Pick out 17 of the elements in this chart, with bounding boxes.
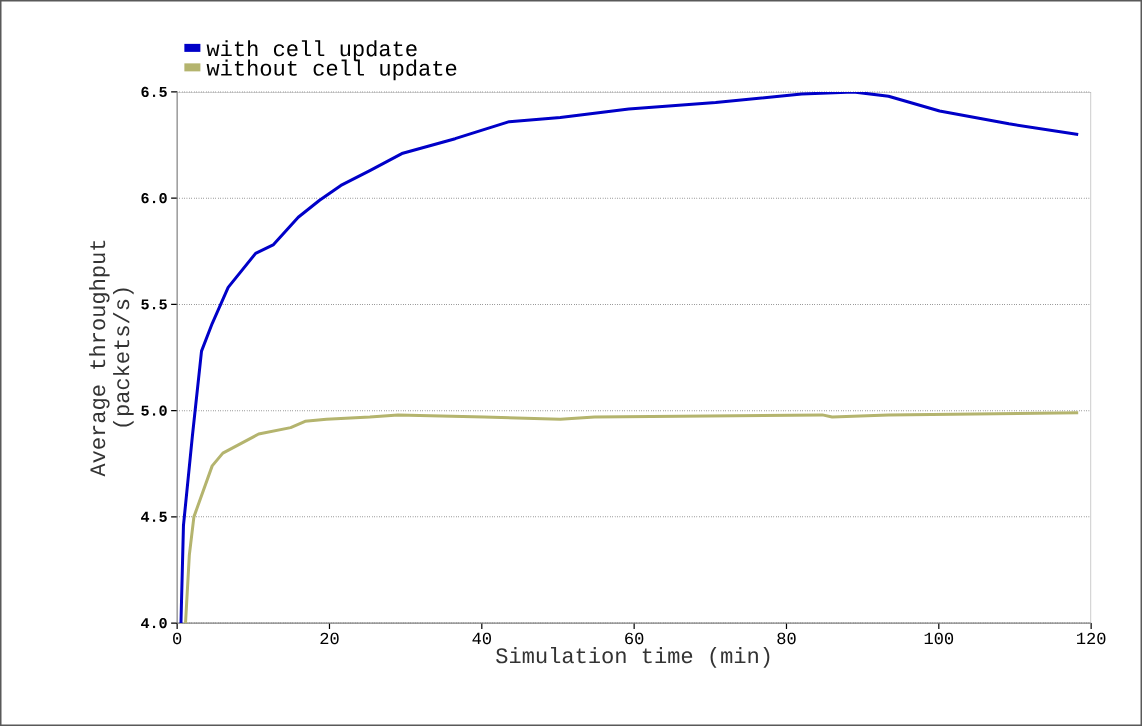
legend-label: without cell update <box>206 59 457 81</box>
y-tick-label: 4.5 <box>141 511 167 522</box>
x-tick-label: 60 <box>625 632 644 645</box>
x-tick-label: 80 <box>777 632 796 645</box>
y-tick-label: 5.5 <box>141 299 167 310</box>
y-tick-label: 6.0 <box>141 193 167 204</box>
y-axis-title: Average throughput (packets/s) <box>89 240 134 477</box>
y-tick-label: 5.0 <box>141 405 167 416</box>
x-axis-title: Simulation time (min) <box>496 647 770 668</box>
x-tick-label: 40 <box>472 632 491 645</box>
x-tick-label: 0 <box>173 632 182 645</box>
line-series <box>184 411 1080 624</box>
y-tick-label: 4.0 <box>141 617 167 629</box>
y-tick-label: 6.5 <box>141 86 167 98</box>
x-tick-label: 100 <box>924 632 954 645</box>
x-tick-label: 20 <box>320 632 339 645</box>
x-tick-label: 120 <box>1077 632 1106 645</box>
